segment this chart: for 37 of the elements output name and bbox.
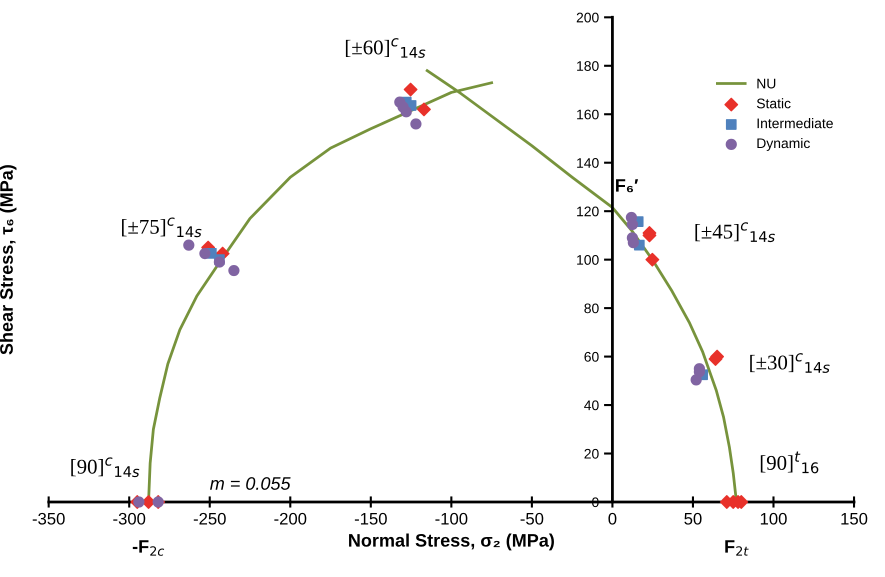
x-tick-label: -50 <box>520 512 544 525</box>
x-tick-label: 150 <box>841 512 868 525</box>
y-tick-label: 100 <box>577 254 599 265</box>
x-tick-label: -350 <box>32 512 65 525</box>
x-tick-label: -200 <box>274 512 306 525</box>
y-tick-label: 120 <box>577 206 599 216</box>
y-tick-label: 80 <box>584 303 599 314</box>
annotation: [90]$^{t}$$_{16}$ <box>760 451 818 474</box>
y-tick-label: 40 <box>584 400 599 410</box>
annotation: F₆′ <box>616 179 638 192</box>
y-tick-label: 140 <box>577 158 599 168</box>
x-tick-label: 100 <box>760 512 787 525</box>
annotation: [90]$^{c}$$_{14s}$ <box>71 457 140 478</box>
x-tick-label: 50 <box>684 512 702 525</box>
y-axis-title: Shear Stress, τ₆ (MPa) <box>0 165 16 355</box>
annotation: [±75]$^{c}$$_{14s}$ <box>122 217 202 238</box>
y-tick-label: 200 <box>576 12 599 22</box>
y-tick-label: 160 <box>577 110 599 120</box>
x-tick-label: -150 <box>354 512 387 525</box>
x-tick-label: -100 <box>435 512 468 525</box>
y-tick-label: 20 <box>584 448 599 459</box>
y-tick-label: 180 <box>577 61 599 71</box>
annotation: [±45]$^{c}$$_{14s}$ <box>695 222 775 242</box>
annotation: [±60]$^{c}$$_{14s}$ <box>346 38 426 58</box>
x-tick-label: 0 <box>608 512 616 525</box>
x-axis-title: Normal Stress, σ₂ (MPa) <box>349 534 554 550</box>
legend-label: Intermediate <box>758 118 833 128</box>
legend-label: Static <box>756 98 791 108</box>
annotation: [±30]$^{c}$$_{14s}$ <box>750 353 830 373</box>
y-tick-label: 60 <box>584 352 599 362</box>
legend-label: Dynamic <box>757 138 810 151</box>
x-tick-label: -300 <box>113 512 146 525</box>
legend-label: NU <box>757 78 776 88</box>
annotation: m = 0.055 <box>210 477 291 490</box>
text: F$_{2t}$ <box>725 540 749 556</box>
text: -F$_{2c}$ <box>132 540 164 556</box>
x-tick-label: -250 <box>194 512 226 525</box>
